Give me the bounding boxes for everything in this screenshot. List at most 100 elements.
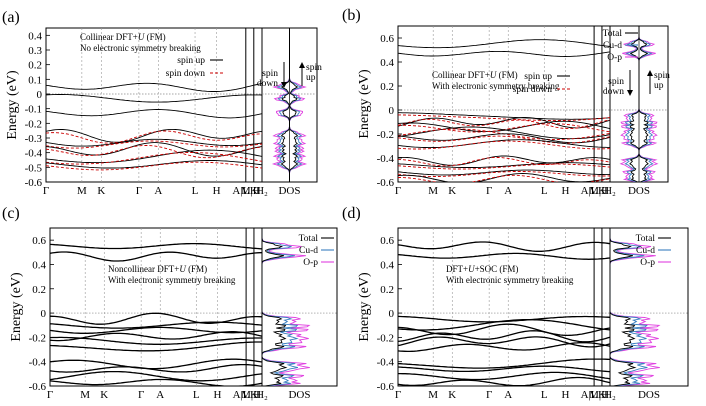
kpoint-label: Γ xyxy=(136,185,142,197)
y-axis-label: Energy (eV) xyxy=(357,272,372,342)
y-axis-label: Energy (eV) xyxy=(357,69,372,139)
ytick-label: -0.4 xyxy=(25,148,43,160)
y-axis-label: Energy (eV) xyxy=(9,272,24,342)
band-line xyxy=(398,241,610,252)
band-line xyxy=(398,358,610,369)
band-line xyxy=(398,39,610,49)
spin-down-label: spin xyxy=(262,69,278,79)
band-line-spin-down xyxy=(398,163,610,170)
spin-up-label: spin xyxy=(654,71,670,81)
band-line xyxy=(50,358,262,370)
band-line-spin-down xyxy=(398,174,610,182)
ytick-label: 0.4 xyxy=(380,259,394,271)
ytick-label: -0.4 xyxy=(29,357,47,369)
band-line xyxy=(398,330,610,343)
band-line xyxy=(398,336,610,348)
band-line-spin-down xyxy=(46,130,262,144)
band-lines xyxy=(50,242,262,386)
annotation-line: With electronic symmetry breaking xyxy=(446,275,574,285)
band-line xyxy=(398,50,610,57)
kpoint-label: Γ xyxy=(43,185,49,197)
panel-label: (b) xyxy=(342,7,361,24)
dos-legend-label: O-p xyxy=(303,258,318,268)
band-line xyxy=(398,371,610,381)
kpoint-label: A|L xyxy=(232,185,249,197)
ytick-label: -0.6 xyxy=(377,177,395,189)
ytick-label: 0 xyxy=(41,308,47,320)
ytick-label: 0.2 xyxy=(380,284,394,296)
dos-legend-label: Total xyxy=(636,234,656,244)
dos-axis-label: DOS xyxy=(288,389,310,401)
kpoint-label: K xyxy=(250,185,258,197)
ytick-label: -0.2 xyxy=(29,332,46,344)
spin-up-arrowhead xyxy=(299,62,305,68)
ytick-label: 0.4 xyxy=(28,30,42,42)
dos-total xyxy=(289,28,299,182)
kpoint-label: K xyxy=(250,389,258,401)
annotation-line: Collinear DFT+U (FM) xyxy=(432,70,518,80)
ytick-label: -0.6 xyxy=(29,381,47,393)
dos-cu-d xyxy=(262,228,299,386)
kpoint-label: A|L xyxy=(581,389,598,401)
panel-label: (a) xyxy=(2,9,20,26)
band-line xyxy=(50,312,262,325)
kpoint-label: Γ xyxy=(486,389,492,401)
spin-down-label: spin xyxy=(608,77,624,87)
dos-axis-label: DOS xyxy=(638,389,660,401)
dos-axis-label: DOS xyxy=(628,185,650,197)
legend-label: spin up xyxy=(177,56,205,66)
kpoint-label: M xyxy=(77,185,87,197)
spin-down-label: down xyxy=(603,87,624,97)
band-line xyxy=(46,149,262,164)
spin-up-label: up xyxy=(306,73,316,83)
dos-total xyxy=(610,228,637,386)
band-line xyxy=(398,342,610,353)
panel-label: (d) xyxy=(342,205,361,222)
ytick-label: -0.4 xyxy=(377,357,395,369)
band-line xyxy=(50,363,262,373)
ytick-label: 0.2 xyxy=(32,284,46,296)
band-line xyxy=(46,160,262,169)
kpoint-label: A xyxy=(504,389,512,401)
band-line xyxy=(398,365,610,373)
band-line xyxy=(398,126,610,140)
band-line-spin-down xyxy=(398,135,610,144)
ytick-label: -0.2 xyxy=(377,332,394,344)
annotation-line: No electronic symmetry breaking xyxy=(80,43,201,53)
band-line xyxy=(50,331,262,342)
dos-o-p xyxy=(271,28,290,182)
band-line xyxy=(50,336,262,345)
spin-up-arrowhead xyxy=(647,70,653,76)
band-line-spin-down xyxy=(398,157,610,167)
dos-curves xyxy=(262,228,311,386)
band-line xyxy=(398,139,610,149)
band-line xyxy=(46,109,262,119)
band-lines xyxy=(398,241,610,386)
band-line xyxy=(398,252,610,260)
kpoint-label: L xyxy=(541,389,548,401)
band-line xyxy=(398,155,610,166)
kpoint-label: H xyxy=(213,185,221,197)
ytick-label: -0.6 xyxy=(377,381,395,393)
dos-legend-label: Total xyxy=(603,29,623,39)
annotation-line: Collinear DFT+U (FM) xyxy=(80,32,166,42)
band-line xyxy=(398,376,610,386)
kpoint-label: Γ xyxy=(47,389,53,401)
band-line xyxy=(398,112,610,120)
band-line xyxy=(398,117,610,129)
spin-up-label: spin xyxy=(306,63,322,73)
ytick-label: 0 xyxy=(389,105,395,117)
kpoint-label: M|H xyxy=(589,185,609,197)
ytick-label: 0.3 xyxy=(28,45,42,57)
band-line xyxy=(398,120,610,133)
band-line xyxy=(398,169,610,176)
dos-legend-label: Cu-d xyxy=(603,41,622,51)
kpoint-label: L xyxy=(193,389,200,401)
kpoint-label: K xyxy=(97,185,105,197)
kpoint-label: L xyxy=(541,185,548,197)
ytick-label: 0.2 xyxy=(380,81,394,93)
kpoint-label: L xyxy=(192,185,199,197)
